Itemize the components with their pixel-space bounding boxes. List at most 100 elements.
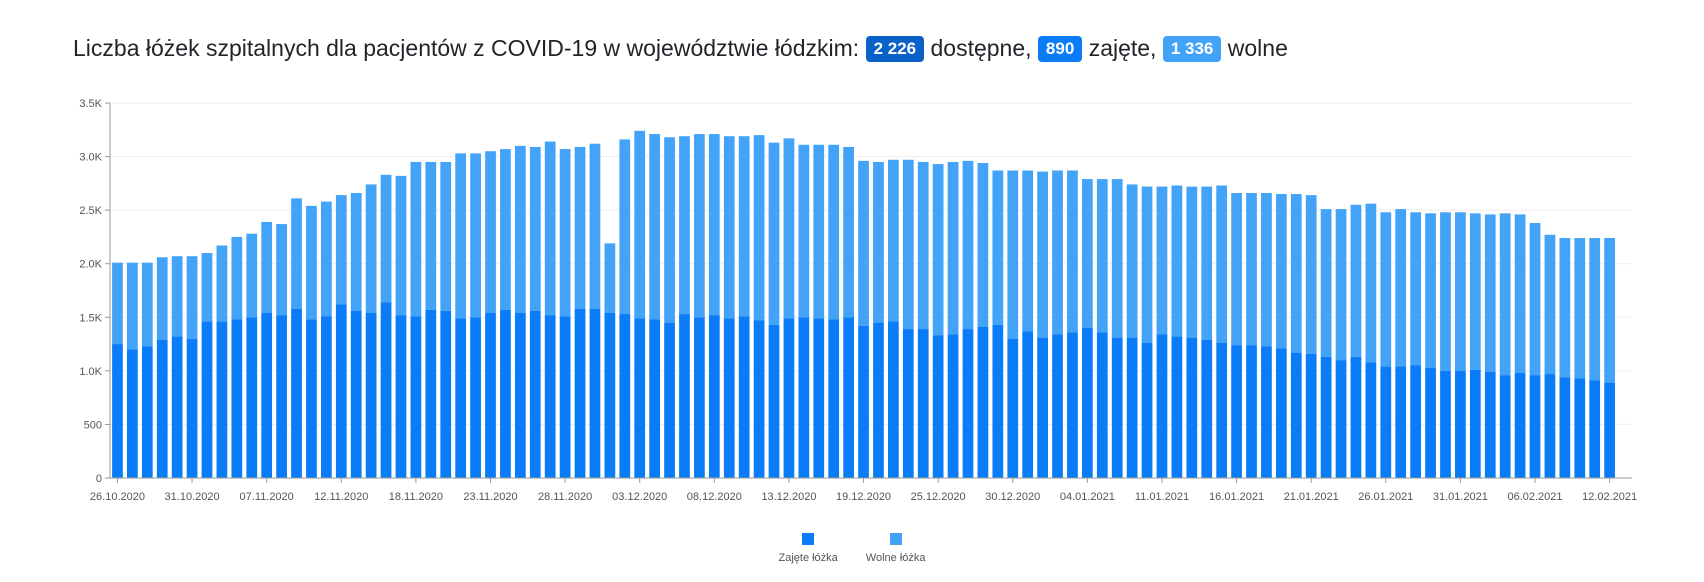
bar-occupied[interactable]: [141, 346, 153, 478]
bar-occupied[interactable]: [112, 344, 123, 478]
bar-free[interactable]: [649, 134, 661, 320]
bar-free[interactable]: [1484, 214, 1496, 372]
bar-occupied[interactable]: [425, 309, 437, 478]
bar-occupied[interactable]: [783, 318, 795, 478]
bar-free[interactable]: [723, 136, 735, 319]
bar-occupied[interactable]: [380, 302, 392, 478]
bar-free[interactable]: [529, 146, 541, 311]
bar-occupied[interactable]: [1335, 360, 1347, 478]
bar-free[interactable]: [828, 144, 840, 320]
bar-occupied[interactable]: [186, 338, 198, 478]
bar-occupied[interactable]: [1290, 352, 1302, 478]
bar-occupied[interactable]: [1559, 377, 1571, 478]
bar-occupied[interactable]: [1261, 346, 1272, 478]
bar-free[interactable]: [798, 144, 810, 318]
bar-occupied[interactable]: [1022, 331, 1034, 478]
bar-occupied[interactable]: [470, 317, 481, 478]
bar-free[interactable]: [201, 253, 213, 322]
bar-free[interactable]: [320, 201, 332, 317]
bar-occupied[interactable]: [708, 315, 720, 478]
bar-occupied[interactable]: [335, 304, 347, 478]
bar-free[interactable]: [395, 175, 407, 316]
bar-free[interactable]: [291, 198, 302, 309]
bar-free[interactable]: [1111, 179, 1123, 338]
bar-free[interactable]: [156, 257, 168, 340]
bar-occupied[interactable]: [1216, 343, 1228, 478]
bar-occupied[interactable]: [1410, 365, 1422, 479]
bar-free[interactable]: [231, 236, 243, 320]
bar-occupied[interactable]: [962, 329, 974, 478]
bar-occupied[interactable]: [694, 317, 705, 478]
bar-free[interactable]: [410, 161, 422, 317]
bar-occupied[interactable]: [261, 313, 273, 478]
bar-free[interactable]: [917, 161, 929, 330]
bar-free[interactable]: [708, 134, 720, 316]
bar-free[interactable]: [1469, 213, 1481, 370]
bar-free[interactable]: [1201, 186, 1213, 340]
bar-occupied[interactable]: [828, 319, 840, 478]
bar-occupied[interactable]: [1037, 337, 1048, 478]
bar-occupied[interactable]: [306, 319, 317, 478]
bar-free[interactable]: [246, 233, 258, 318]
bar-occupied[interactable]: [1425, 367, 1436, 478]
bar-occupied[interactable]: [1320, 356, 1332, 478]
bar-occupied[interactable]: [350, 310, 362, 478]
bar-free[interactable]: [1395, 209, 1407, 367]
bar-occupied[interactable]: [1231, 345, 1242, 478]
bar-free[interactable]: [619, 139, 631, 315]
bar-occupied[interactable]: [1604, 382, 1615, 478]
bar-free[interactable]: [1022, 170, 1034, 332]
bar-occupied[interactable]: [649, 319, 661, 478]
bar-occupied[interactable]: [156, 339, 168, 478]
bar-occupied[interactable]: [1081, 328, 1093, 478]
bar-occupied[interactable]: [1305, 353, 1317, 478]
bar-occupied[interactable]: [858, 325, 869, 478]
bar-free[interactable]: [380, 174, 392, 303]
bar-occupied[interactable]: [1365, 362, 1377, 478]
bar-occupied[interactable]: [1484, 371, 1496, 478]
bar-free[interactable]: [470, 153, 481, 318]
bar-occupied[interactable]: [320, 316, 332, 478]
bar-occupied[interactable]: [1529, 375, 1541, 478]
bar-occupied[interactable]: [1156, 334, 1168, 478]
bar-free[interactable]: [947, 161, 959, 335]
bar-occupied[interactable]: [1007, 338, 1019, 478]
bar-free[interactable]: [261, 221, 273, 313]
bar-occupied[interactable]: [1186, 337, 1198, 478]
bar-free[interactable]: [1007, 170, 1019, 339]
bar-occupied[interactable]: [768, 324, 780, 478]
bar-occupied[interactable]: [410, 316, 422, 478]
bar-free[interactable]: [112, 262, 123, 345]
bar-occupied[interactable]: [589, 308, 601, 478]
bar-occupied[interactable]: [813, 318, 825, 478]
bar-occupied[interactable]: [1440, 370, 1451, 478]
bar-free[interactable]: [1410, 212, 1422, 366]
bar-free[interactable]: [1037, 171, 1048, 338]
bar-free[interactable]: [1141, 186, 1153, 343]
bar-free[interactable]: [276, 224, 287, 316]
bar-free[interactable]: [932, 164, 944, 336]
bar-free[interactable]: [604, 243, 616, 313]
bar-occupied[interactable]: [559, 316, 571, 478]
bar-occupied[interactable]: [127, 349, 138, 478]
bar-free[interactable]: [485, 151, 496, 313]
bar-occupied[interactable]: [544, 315, 556, 478]
bar-occupied[interactable]: [977, 326, 989, 478]
bar-free[interactable]: [753, 135, 765, 321]
bar-occupied[interactable]: [843, 317, 854, 478]
bar-free[interactable]: [1052, 170, 1063, 335]
bar-occupied[interactable]: [440, 310, 452, 478]
bar-occupied[interactable]: [753, 320, 765, 479]
bar-occupied[interactable]: [1380, 366, 1392, 478]
bar-occupied[interactable]: [1201, 339, 1213, 478]
bar-free[interactable]: [544, 141, 556, 316]
bar-free[interactable]: [664, 137, 675, 323]
bar-free[interactable]: [1440, 212, 1451, 371]
bar-free[interactable]: [1171, 185, 1183, 337]
bar-occupied[interactable]: [276, 315, 287, 478]
bar-free[interactable]: [813, 144, 825, 319]
bar-occupied[interactable]: [455, 318, 467, 478]
bar-free[interactable]: [574, 146, 586, 309]
bar-free[interactable]: [1455, 212, 1466, 371]
bar-free[interactable]: [1335, 209, 1347, 361]
